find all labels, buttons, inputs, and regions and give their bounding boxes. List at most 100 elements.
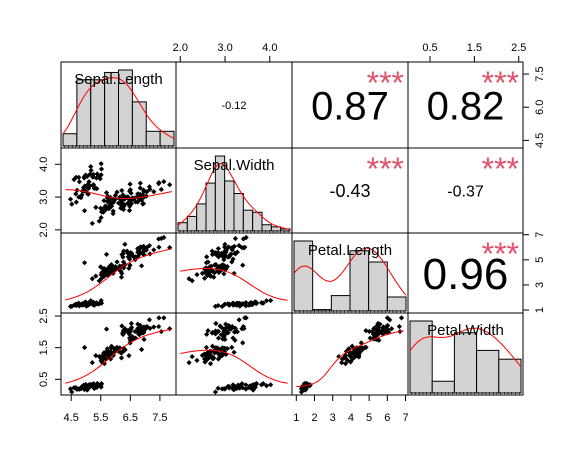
data-point [222,331,229,337]
data-point [366,328,372,335]
data-point [208,353,214,359]
data-point [88,164,94,170]
data-point [81,208,88,214]
tick-label: 1 [534,307,546,313]
data-point [90,182,97,188]
correlation-value: -0.43 [329,181,370,201]
variable-label-Petal.Width: Petal.Width [427,322,504,339]
data-point [234,302,240,308]
data-point [91,385,97,392]
data-point [67,303,74,310]
data-point [268,382,274,388]
data-point [258,300,265,306]
data-point [96,218,102,224]
data-point [215,335,222,341]
data-point [84,301,90,307]
data-point [230,300,236,306]
data-point [89,220,95,227]
data-point [230,382,236,388]
data-point [204,331,210,337]
data-point [263,298,270,304]
histogram-bar [409,320,433,394]
data-point [104,351,111,357]
data-point [227,251,233,258]
data-point [207,350,213,356]
data-point [71,176,77,183]
data-point [388,326,395,332]
data-point [96,278,102,284]
tick-label: 2.5 [511,42,526,54]
data-point [83,381,89,388]
data-point [230,256,236,262]
data-point [103,207,109,213]
data-point [73,191,79,197]
data-point [120,201,126,207]
data-point [252,384,258,390]
data-point [226,322,232,329]
data-point [110,199,117,205]
data-point [221,253,227,259]
data-point [211,355,217,361]
data-point [382,328,389,334]
data-point [202,275,208,281]
data-point [137,185,143,191]
data-point [128,320,134,327]
data-point [194,357,200,364]
data-point [207,268,213,274]
data-point [132,335,139,341]
correlation-value: 0.82 [427,84,505,128]
data-point [141,336,147,343]
data-point [386,329,392,335]
data-point [240,340,246,346]
tick-label: 4.0 [262,42,277,54]
data-point [189,278,195,284]
data-point [100,266,107,272]
data-point [380,331,386,337]
data-point [217,323,223,329]
tick-label: 4.5 [64,412,79,424]
data-point [205,259,211,265]
data-point [247,300,253,306]
data-point [376,337,382,343]
data-point [101,273,107,279]
tick-label: 0.5 [38,372,50,387]
data-point [120,254,126,260]
data-point [110,208,116,214]
data-point [237,300,243,307]
density-curve [177,162,291,230]
data-point [71,302,77,308]
data-point [203,344,210,351]
data-point [226,253,233,260]
data-point [258,382,265,388]
histogram-bar [145,130,161,147]
data-point [186,276,192,282]
data-point [104,198,111,205]
data-point [216,269,222,276]
significance-stars: *** [482,65,519,101]
tick-label: 5.5 [93,412,108,424]
data-point [199,352,205,358]
correlation-value: -0.37 [447,183,484,200]
data-point [367,335,373,341]
data-point [76,174,82,180]
data-point [189,353,195,360]
data-point [186,359,192,366]
data-point [112,348,118,354]
data-point [203,265,209,271]
histogram-bar [330,295,351,312]
data-point [127,181,133,187]
data-point [97,176,103,182]
data-point [80,382,87,388]
data-point [137,322,143,329]
data-point [215,328,221,334]
data-point [156,180,162,186]
data-point [122,241,128,247]
data-point [73,301,79,307]
data-point [69,201,75,207]
data-point [213,262,219,268]
data-point [396,323,402,330]
data-point [349,343,355,349]
variable-label-Sepal.Length: Sepal.Length [74,71,162,88]
data-point [250,387,256,393]
data-point [130,336,137,342]
